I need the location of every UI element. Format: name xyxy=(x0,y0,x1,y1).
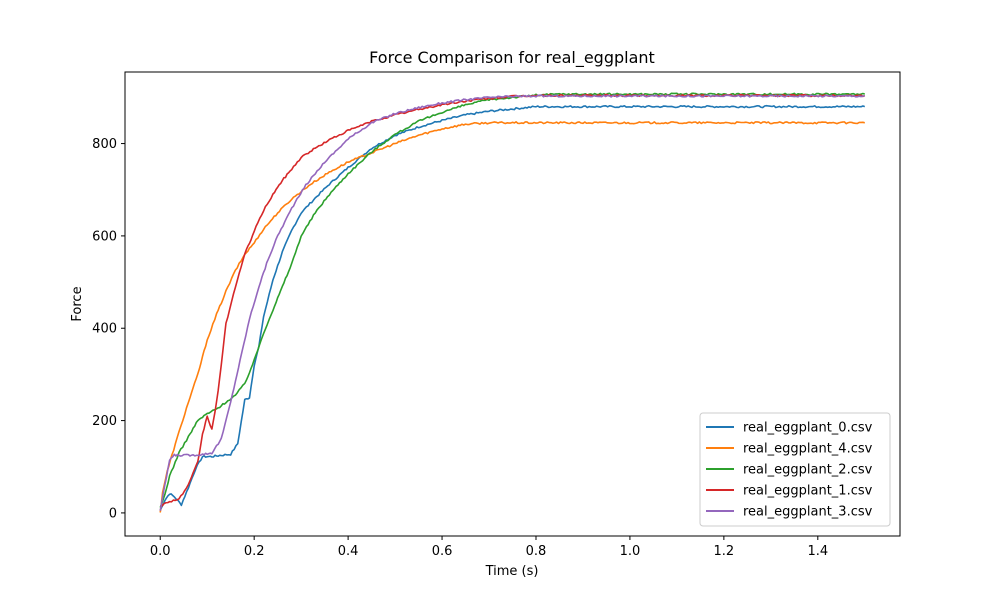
x-tick-label-5: 1.0 xyxy=(620,544,641,559)
plot-frame xyxy=(124,71,901,537)
y-tick-label-0: 0 xyxy=(109,506,117,521)
x-tick-label-2: 0.4 xyxy=(338,544,359,559)
y-tick-label-2: 400 xyxy=(92,322,117,337)
y-tick-label-1: 200 xyxy=(92,414,117,429)
legend-label-2: real_eggplant_2.csv xyxy=(743,463,873,478)
y-tick-label-3: 600 xyxy=(92,229,117,244)
series-line-0 xyxy=(159,104,866,511)
legend-label-3: real_eggplant_1.csv xyxy=(743,484,873,499)
series-group xyxy=(159,92,866,513)
y-axis-label: Force xyxy=(70,286,85,321)
x-tick-label-1: 0.2 xyxy=(244,544,265,559)
x-tick-label-3: 0.6 xyxy=(432,544,453,559)
x-tick-label-7: 1.4 xyxy=(807,544,828,559)
legend-label-0: real_eggplant_0.csv xyxy=(743,421,873,436)
legend-label-4: real_eggplant_3.csv xyxy=(743,505,873,520)
series-line-2 xyxy=(159,92,866,508)
legend: real_eggplant_0.csv real_eggplant_4.csvre… xyxy=(699,412,891,527)
x-axis: 0.0 0.2 0.4 0.6 0.8 1.0 1.2 1.4 xyxy=(150,536,828,559)
legend-label-1: real_eggplant_4.csv xyxy=(743,442,873,457)
y-axis: 0 200 400 600 800 xyxy=(92,137,125,521)
chart-title: Force Comparison for real_eggplant xyxy=(369,48,655,68)
series-line-1 xyxy=(159,121,865,513)
x-axis-label: Time (s) xyxy=(485,564,539,579)
x-tick-label-4: 0.8 xyxy=(526,544,547,559)
series-line-4 xyxy=(159,94,865,511)
y-tick-label-4: 800 xyxy=(92,137,117,152)
x-tick-label-0: 0.0 xyxy=(150,544,171,559)
legend-frame xyxy=(699,412,891,527)
x-tick-label-6: 1.2 xyxy=(714,544,735,559)
